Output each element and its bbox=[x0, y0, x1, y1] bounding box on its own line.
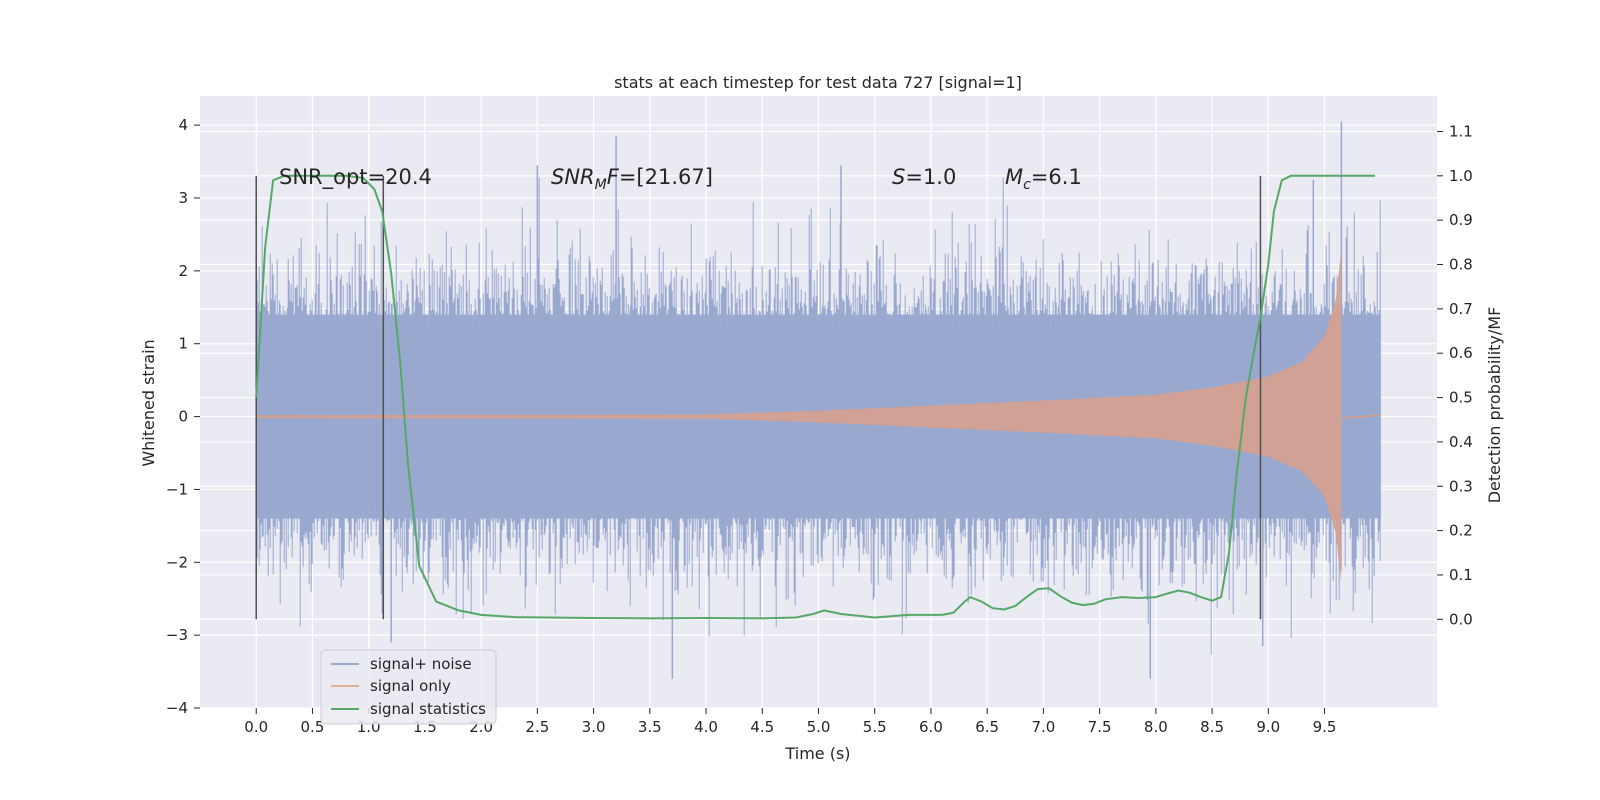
legend: signal+ noise signal only signal statist… bbox=[320, 649, 497, 725]
y-tick-label: 0 bbox=[178, 408, 188, 426]
y-tick-label: −1 bbox=[166, 480, 188, 498]
s-value: =1.0 bbox=[905, 165, 956, 189]
y2-tick-label: 0.6 bbox=[1449, 344, 1473, 362]
x-tick-label: 4.0 bbox=[694, 718, 718, 736]
x-tick-label: 0.5 bbox=[301, 718, 325, 736]
snr-mf-value: =[21.67] bbox=[619, 165, 713, 189]
y-tick-label: −2 bbox=[166, 553, 188, 571]
x-tick-label: 5.0 bbox=[807, 718, 831, 736]
legend-stat-label: signal statistics bbox=[370, 700, 486, 718]
y-tick-label: 3 bbox=[178, 189, 188, 207]
y2-tick-label: 0.8 bbox=[1449, 256, 1473, 274]
legend-noise-label: signal+ noise bbox=[370, 655, 472, 673]
statistics-line bbox=[255, 174, 1376, 620]
s-label: S bbox=[892, 165, 905, 189]
signal-statistics-series bbox=[255, 174, 1376, 620]
x-tick-label: 7.5 bbox=[1088, 718, 1112, 736]
y2-tick-label: 1.0 bbox=[1449, 167, 1473, 185]
snr-mf-annotation: SNRMF=[21.67] bbox=[551, 165, 713, 193]
y2-axis-title: Detection probability/MF bbox=[1485, 307, 1504, 504]
mc-label: M bbox=[1005, 165, 1023, 189]
x-tick-label: 5.5 bbox=[863, 718, 887, 736]
y2-tick-label: 0.1 bbox=[1449, 566, 1473, 584]
x-tick-label: 3.5 bbox=[638, 718, 662, 736]
legend-box bbox=[320, 649, 497, 725]
x-tick-label: 4.5 bbox=[750, 718, 774, 736]
y2-tick-label: 0.3 bbox=[1449, 477, 1473, 495]
mc-sub: c bbox=[1023, 177, 1031, 193]
signal-only-series bbox=[256, 250, 1381, 583]
y-tick-label: 2 bbox=[178, 262, 188, 280]
y2-tick-label: 0.5 bbox=[1449, 389, 1473, 407]
y2-tick-label: 0.4 bbox=[1449, 433, 1473, 451]
y2-tick-label: 1.1 bbox=[1449, 122, 1473, 140]
x-tick-label: 6.5 bbox=[975, 718, 999, 736]
y-axis-title: Whitened strain bbox=[139, 339, 158, 466]
x-tick-label: 9.0 bbox=[1256, 718, 1280, 736]
x-tick-label: 7.0 bbox=[1031, 718, 1055, 736]
y-tick-label: 1 bbox=[178, 335, 188, 353]
x-tick-label: 9.5 bbox=[1313, 718, 1337, 736]
x-tick-label: 3.0 bbox=[582, 718, 606, 736]
y-ticks: −4 −3 −2 −1 0 1 2 3 4 bbox=[166, 116, 200, 717]
signal-envelope bbox=[256, 250, 1342, 583]
chart-title: stats at each timestep for test data 727… bbox=[614, 73, 1022, 92]
snr-opt-annotation: SNR_opt=20.4 bbox=[279, 165, 432, 190]
signal-ringdown bbox=[1341, 414, 1381, 419]
x-tick-label: 8.5 bbox=[1200, 718, 1224, 736]
y-tick-label: 4 bbox=[178, 116, 188, 134]
s-annotation: S=1.0 bbox=[892, 165, 956, 189]
snr-mf-rest: F bbox=[607, 165, 620, 189]
x-tick-label: 6.0 bbox=[919, 718, 943, 736]
y2-ticks: 0.0 0.1 0.2 0.3 0.4 0.5 0.6 0.7 0.8 0.9 1.0 1.1 bbox=[1437, 122, 1473, 628]
x-tick-label: 8.0 bbox=[1144, 718, 1168, 736]
snr-mf-sub: M bbox=[595, 177, 607, 193]
y2-tick-label: 0.0 bbox=[1449, 610, 1473, 628]
x-tick-label: 0.0 bbox=[244, 718, 268, 736]
y2-tick-label: 0.9 bbox=[1449, 211, 1473, 229]
x-axis-title: Time (s) bbox=[784, 744, 850, 763]
x-tick-label: 2.5 bbox=[525, 718, 549, 736]
y2-tick-label: 0.7 bbox=[1449, 300, 1473, 318]
legend-signal-label: signal only bbox=[370, 677, 451, 695]
y-tick-label: −4 bbox=[166, 699, 188, 717]
y-tick-label: −3 bbox=[166, 626, 188, 644]
mc-value: =6.1 bbox=[1031, 165, 1082, 189]
snr-mf-label: SNR bbox=[551, 165, 595, 189]
y2-tick-label: 0.2 bbox=[1449, 522, 1473, 540]
mc-annotation: Mc=6.1 bbox=[1005, 165, 1082, 193]
